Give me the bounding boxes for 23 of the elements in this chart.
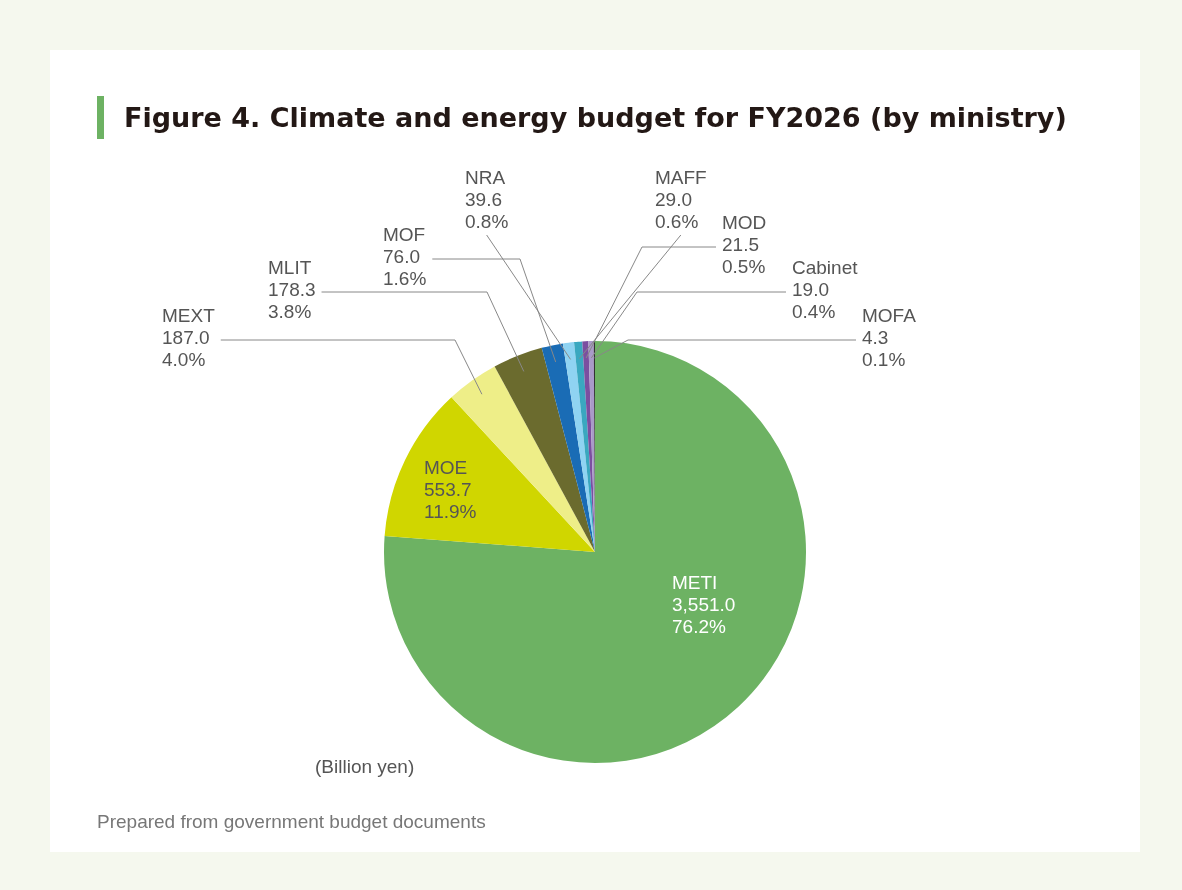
data-label: 39.6 0.8% xyxy=(465,188,509,232)
slice-label: MLIT xyxy=(268,256,312,278)
data-label: 3,551.0 76.2% xyxy=(672,593,736,637)
chart-title: Figure 4. Climate and energy budget for FY2026 (by ministry) xyxy=(124,102,1067,133)
data-label: 187.0 4.0% xyxy=(162,326,210,370)
slice-label: Cabinet xyxy=(792,256,859,278)
slice-label: MAFF xyxy=(655,166,707,188)
data-label: 178.3 3.8% xyxy=(268,278,316,322)
slice-label: MOE xyxy=(424,456,468,478)
slice-label: MOF xyxy=(383,223,426,245)
slice-label: NRA xyxy=(465,166,506,188)
slice-label: METI xyxy=(672,571,718,593)
data-label: 553.7 11.9% xyxy=(424,478,477,522)
slice-label: MEXT xyxy=(162,304,216,326)
text: Prepared from government budget documents xyxy=(97,811,486,833)
slice-label: MOFA xyxy=(862,304,917,326)
data-label: 76.0 1.6% xyxy=(383,245,427,289)
data-label: 19.0 0.4% xyxy=(792,278,836,322)
slice-label: MOD xyxy=(722,211,767,233)
data-label: 4.3 0.1% xyxy=(862,326,906,370)
data-label: 29.0 0.6% xyxy=(655,188,699,232)
data-label: 21.5 0.5% xyxy=(722,233,766,277)
text: (Billion yen) xyxy=(315,756,415,778)
